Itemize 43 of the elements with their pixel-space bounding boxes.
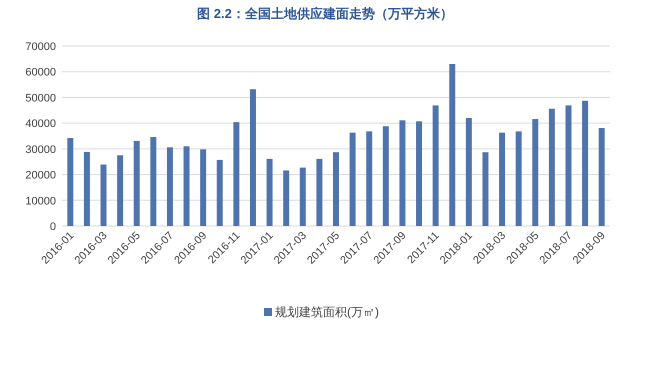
bar	[166, 147, 173, 226]
y-tick-label: 70000	[25, 41, 56, 53]
bar	[300, 168, 306, 226]
bar	[333, 152, 339, 226]
bar	[233, 122, 240, 226]
bar	[432, 105, 439, 226]
chart-title: 图 2.2：全国土地供应建面走势（万平方米）	[197, 6, 453, 21]
y-tick-label: 50000	[25, 92, 56, 104]
bar	[449, 64, 456, 226]
bar	[499, 132, 506, 226]
bar	[84, 152, 90, 226]
bar	[184, 146, 190, 226]
bar	[598, 128, 605, 226]
bar	[582, 100, 588, 226]
bar	[100, 164, 107, 226]
bar	[266, 158, 273, 226]
y-tick-label: 20000	[25, 170, 56, 182]
y-tick-label: 30000	[25, 144, 56, 156]
legend-label: 规划建筑面积(万㎡)	[275, 305, 379, 319]
bar	[516, 131, 522, 226]
bar	[216, 160, 223, 226]
bar	[283, 170, 290, 226]
bar	[548, 108, 555, 226]
y-tick-label: 40000	[25, 118, 56, 130]
y-tick-label: 10000	[25, 195, 56, 208]
bar	[399, 120, 406, 226]
bar	[200, 149, 206, 226]
bar	[134, 140, 140, 226]
bar	[150, 137, 156, 226]
bar	[482, 152, 488, 226]
y-tick-label: 0	[50, 221, 56, 233]
y-tick-label: 60000	[25, 66, 56, 79]
bar	[565, 105, 572, 226]
bar	[532, 119, 538, 226]
bar	[250, 89, 256, 226]
bar	[382, 126, 389, 226]
bar	[67, 138, 74, 226]
bar	[466, 118, 472, 226]
bar	[316, 158, 322, 226]
bar	[366, 131, 372, 226]
bar	[416, 121, 422, 226]
bar	[350, 132, 356, 226]
bar	[117, 155, 124, 226]
